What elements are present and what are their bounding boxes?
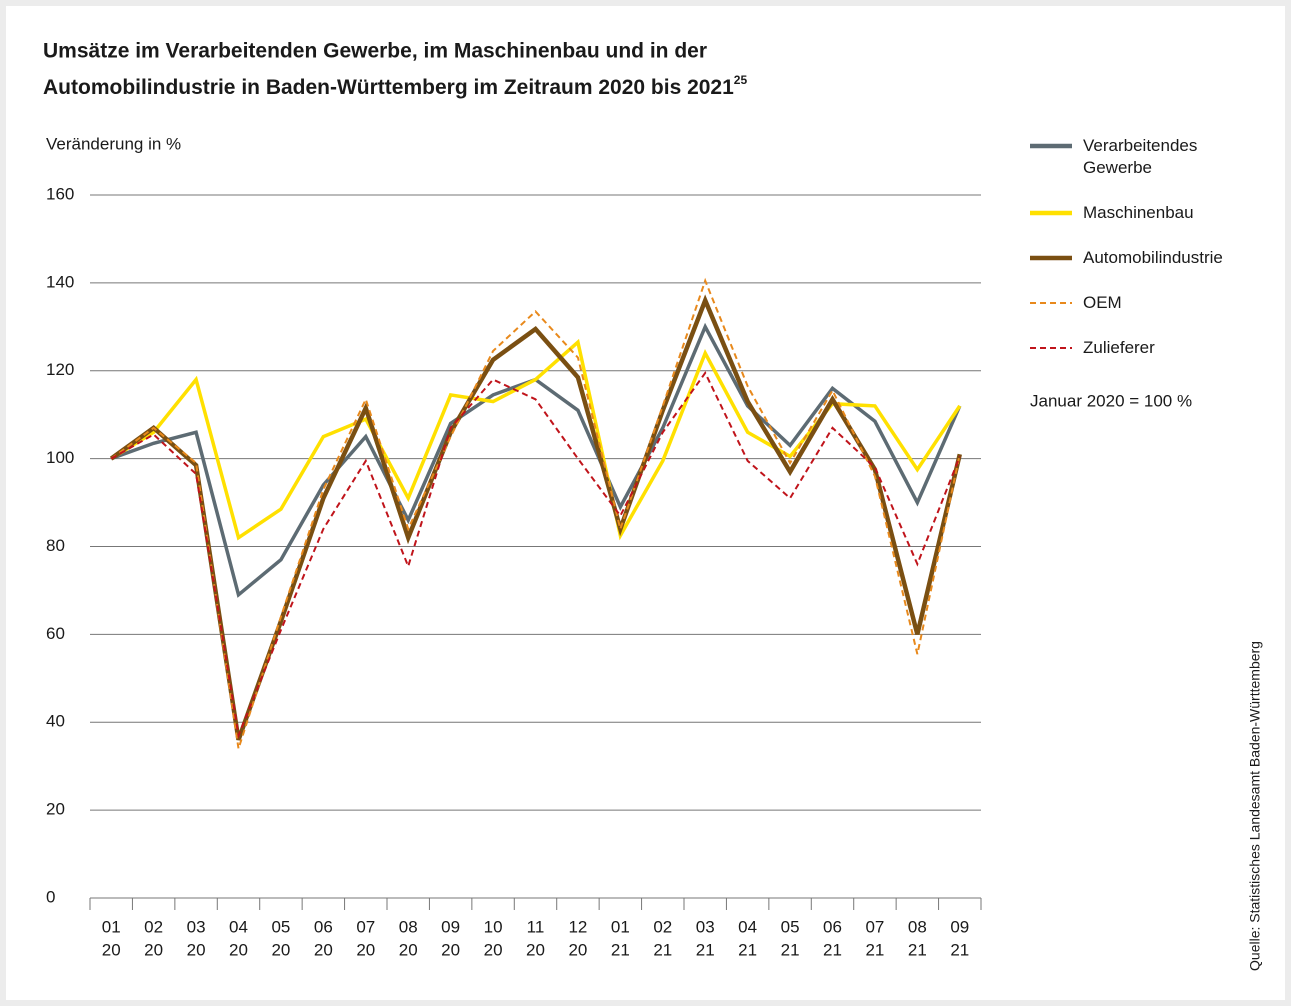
x-tick-label: 21 bbox=[611, 940, 630, 959]
y-tick-label: 20 bbox=[46, 800, 65, 819]
chart-card: Umsätze im Verarbeitenden Gewerbe, im Ma… bbox=[6, 6, 1285, 1000]
x-tick-label: 01 bbox=[102, 917, 121, 936]
series-line bbox=[110, 322, 962, 598]
x-tick-label: 07 bbox=[865, 917, 884, 936]
x-tick-label: 21 bbox=[865, 940, 884, 959]
source: Quelle: Statistisches Landesamt Baden-Wü… bbox=[1247, 641, 1263, 971]
y-tick-label: 120 bbox=[46, 360, 74, 379]
x-tick-label: 20 bbox=[144, 940, 163, 959]
x-tick-label: 21 bbox=[908, 940, 927, 959]
x-tick-label: 06 bbox=[823, 917, 842, 936]
x-tick-label: 06 bbox=[314, 917, 333, 936]
chart-title: Umsätze im Verarbeitenden Gewerbe, im Ma… bbox=[43, 40, 707, 63]
x-tick-label: 21 bbox=[653, 940, 672, 959]
x-tick-label: 20 bbox=[102, 940, 121, 959]
footnote-mark: 25 bbox=[734, 73, 748, 87]
x-tick-label: 08 bbox=[908, 917, 927, 936]
x-tick-label: 20 bbox=[187, 940, 206, 959]
y-tick-label: 80 bbox=[46, 536, 65, 555]
note: Januar 2020 = 100 % bbox=[1030, 391, 1192, 410]
x-tick-label: 20 bbox=[441, 940, 460, 959]
legend-label: OEM bbox=[1083, 293, 1122, 312]
y-axis-label: Veränderung in % bbox=[46, 134, 181, 153]
x-tick-label: 09 bbox=[950, 917, 969, 936]
x-tick-label: 04 bbox=[738, 917, 757, 936]
x-tick-label: 20 bbox=[271, 940, 290, 959]
x-tick-label: 20 bbox=[484, 940, 503, 959]
series-line bbox=[110, 370, 961, 740]
x-tick-label: 08 bbox=[399, 917, 418, 936]
x-tick-label: 02 bbox=[653, 917, 672, 936]
x-tick-label: 05 bbox=[781, 917, 800, 936]
x-tick-label: 10 bbox=[484, 917, 503, 936]
legend-label: Automobilindustrie bbox=[1083, 248, 1223, 267]
chart: Umsätze im Verarbeitenden Gewerbe, im Ma… bbox=[43, 40, 1263, 971]
series-line bbox=[109, 294, 962, 741]
x-tick-label: 21 bbox=[738, 940, 757, 959]
series-line bbox=[110, 338, 962, 541]
x-tick-label: 03 bbox=[696, 917, 715, 936]
x-tick-label: 04 bbox=[229, 917, 248, 936]
x-tick-label: 07 bbox=[356, 917, 375, 936]
x-tick-label: 21 bbox=[781, 940, 800, 959]
x-tick-label: 09 bbox=[441, 917, 460, 936]
x-tick-label: 02 bbox=[144, 917, 163, 936]
x-tick-label: 20 bbox=[229, 940, 248, 959]
x-tick-label: 12 bbox=[568, 917, 587, 936]
x-tick-label: 20 bbox=[356, 940, 375, 959]
legend-label: Maschinenbau bbox=[1083, 203, 1194, 222]
y-tick-label: 0 bbox=[46, 887, 55, 906]
x-tick-label: 01 bbox=[611, 917, 630, 936]
y-tick-label: 160 bbox=[46, 184, 74, 203]
x-tick-label: 03 bbox=[187, 917, 206, 936]
x-tick-label: 21 bbox=[950, 940, 969, 959]
legend-label: Zulieferer bbox=[1083, 338, 1155, 357]
x-tick-label: 05 bbox=[271, 917, 290, 936]
y-tick-label: 60 bbox=[46, 624, 65, 643]
y-tick-label: 140 bbox=[46, 272, 74, 291]
chart-title: Automobilindustrie in Baden-Württemberg … bbox=[43, 73, 747, 98]
x-tick-label: 20 bbox=[399, 940, 418, 959]
x-tick-label: 11 bbox=[527, 917, 545, 936]
x-tick-label: 20 bbox=[526, 940, 545, 959]
x-tick-label: 20 bbox=[568, 940, 587, 959]
chart-title-line: Automobilindustrie in Baden-Württemberg … bbox=[43, 76, 734, 99]
y-tick-label: 40 bbox=[46, 712, 65, 731]
x-tick-label: 20 bbox=[314, 940, 333, 959]
x-tick-label: 21 bbox=[696, 940, 715, 959]
legend-label: Verarbeitendes Gewerbe bbox=[1083, 136, 1198, 177]
y-tick-label: 100 bbox=[46, 448, 74, 467]
series-line bbox=[110, 277, 961, 749]
x-tick-label: 21 bbox=[823, 940, 842, 959]
